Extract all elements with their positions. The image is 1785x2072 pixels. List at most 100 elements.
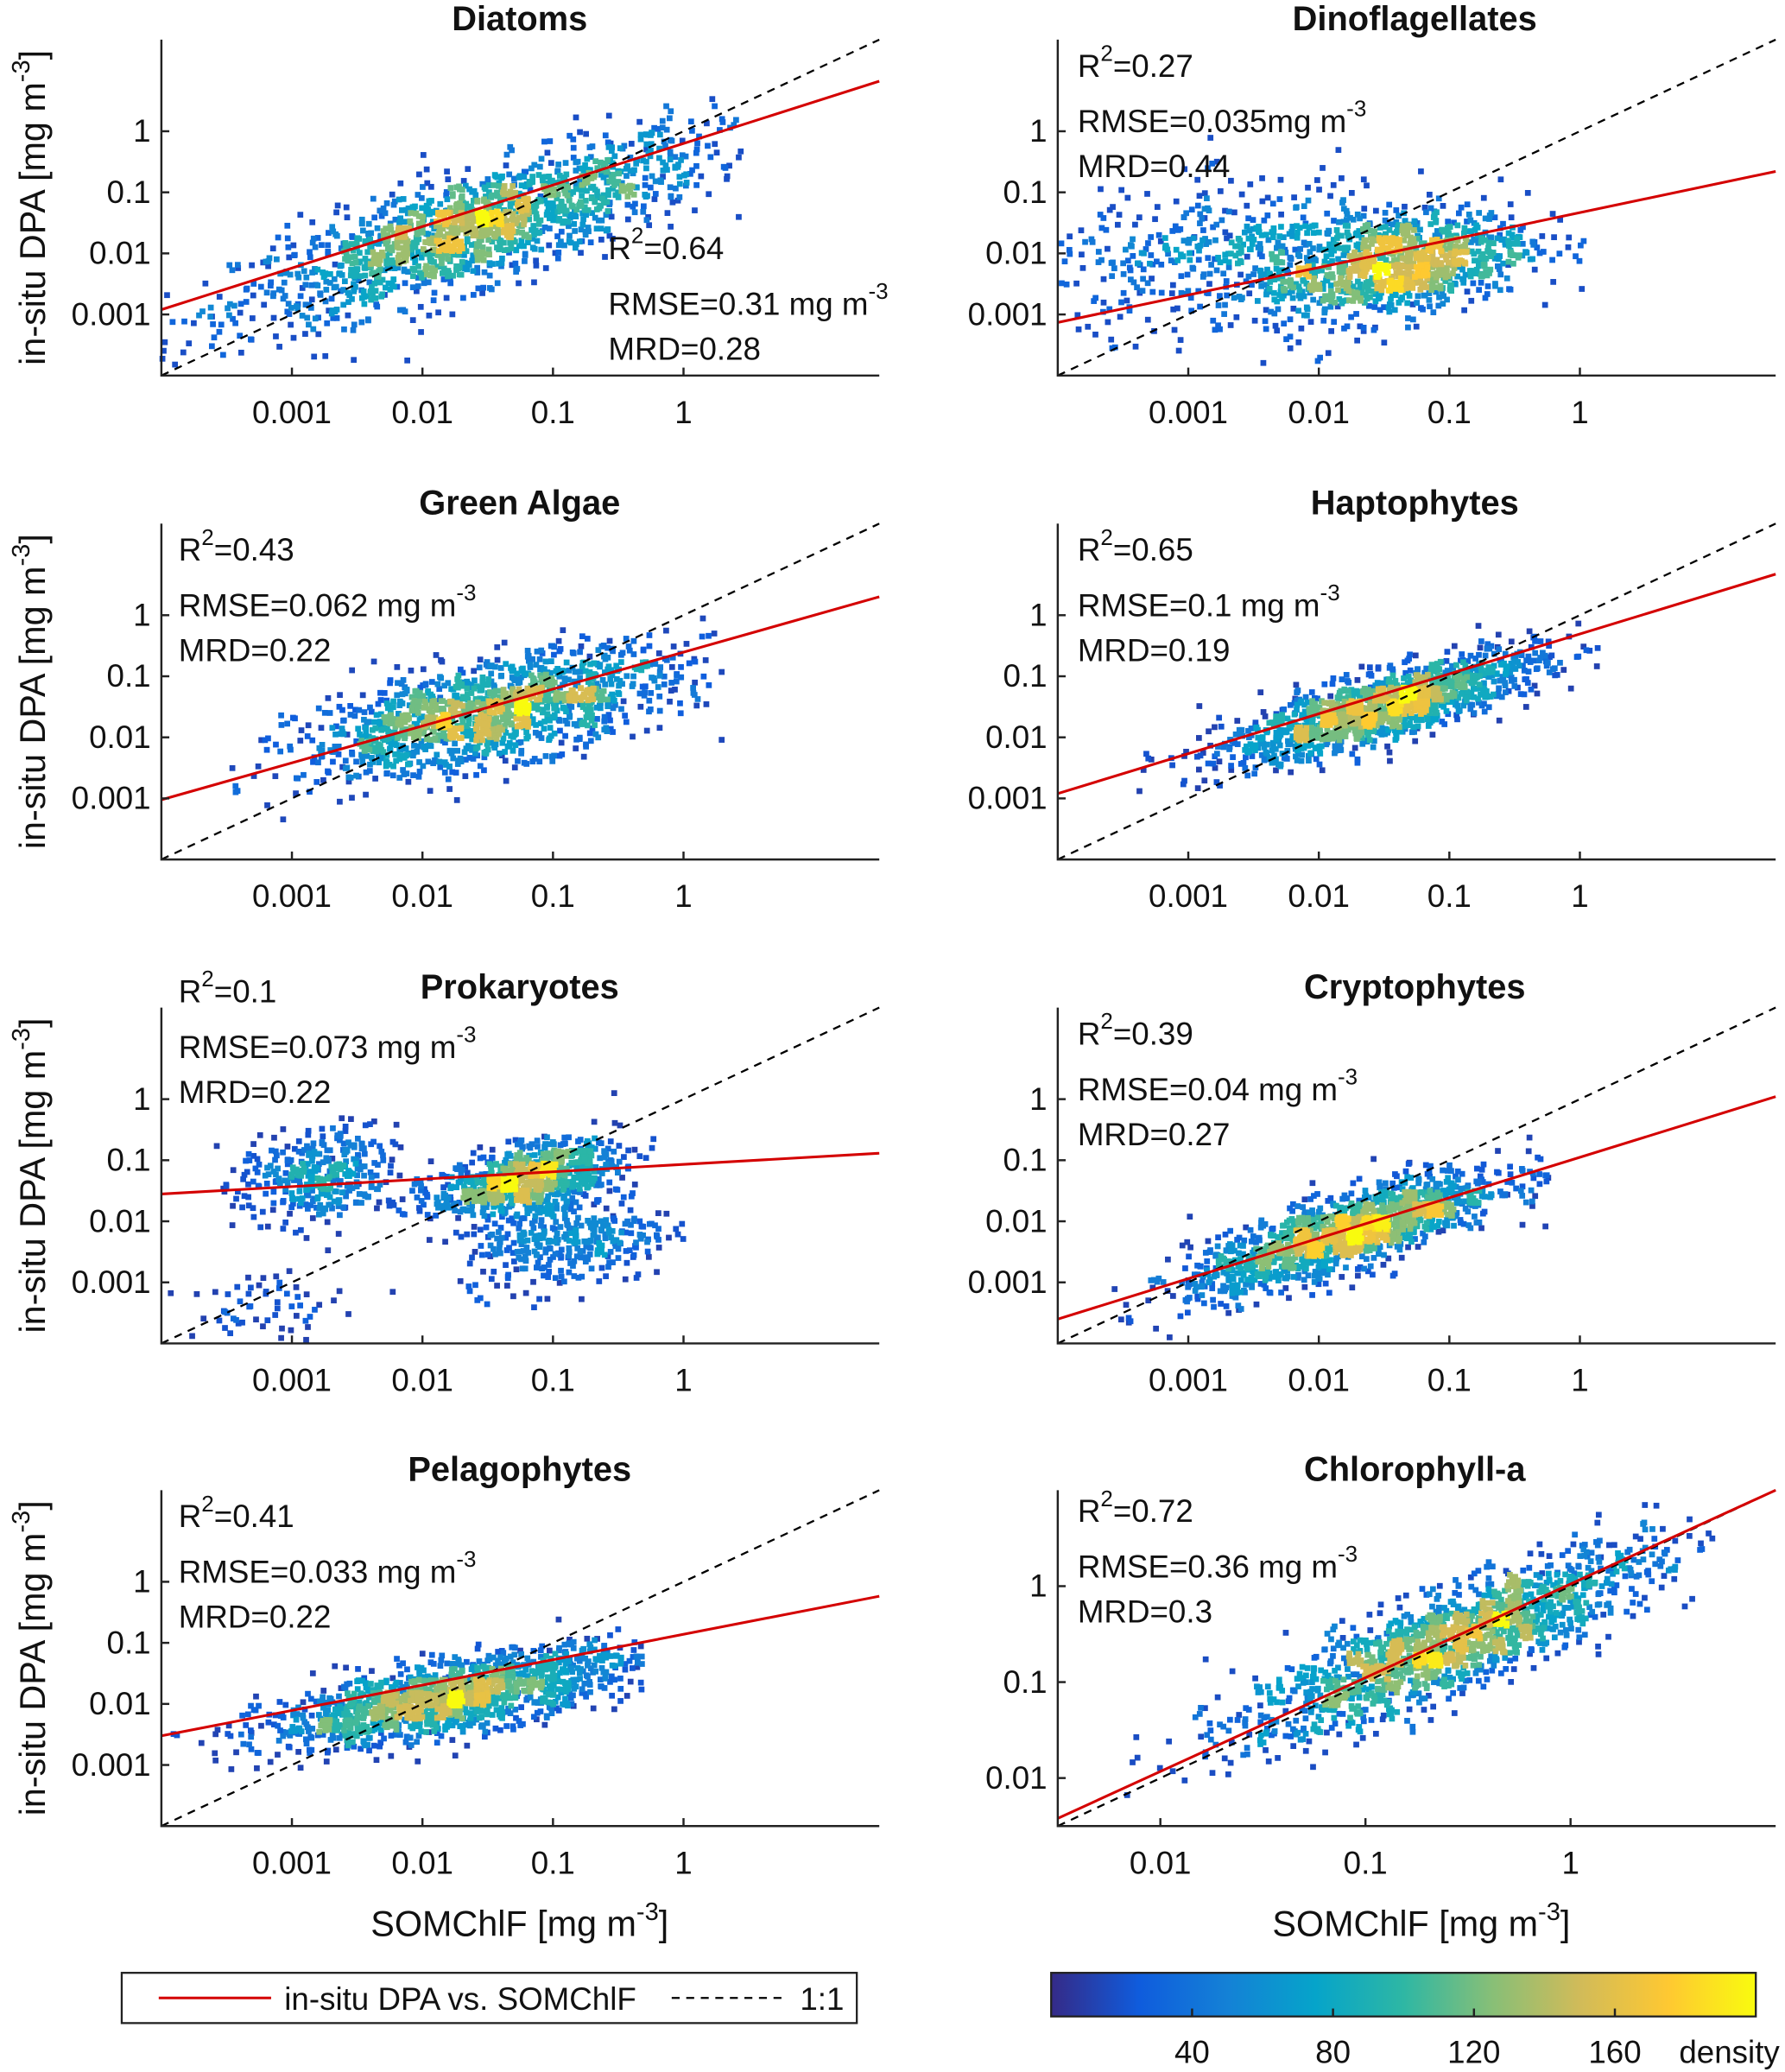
data-point (484, 740, 491, 747)
data-point (408, 240, 415, 247)
data-point (400, 730, 407, 736)
data-point (1210, 224, 1216, 231)
data-point (1344, 323, 1351, 330)
data-point (1567, 685, 1574, 692)
data-point (1206, 207, 1212, 214)
data-point (370, 658, 377, 665)
data-point (556, 216, 563, 222)
data-point (420, 184, 426, 190)
data-point (510, 686, 516, 693)
data-point (1412, 274, 1418, 280)
data-point (1307, 751, 1313, 757)
data-point (1091, 298, 1098, 304)
data-point (479, 674, 486, 681)
data-point (402, 308, 408, 315)
data-point (335, 751, 342, 757)
data-point (517, 723, 523, 730)
data-point (427, 692, 434, 699)
data-point (541, 696, 548, 703)
data-point (372, 725, 379, 732)
data-point (1260, 359, 1267, 366)
data-point (1097, 212, 1104, 218)
data-point (1459, 687, 1466, 694)
data-point (1259, 175, 1265, 181)
data-point (686, 660, 693, 667)
data-point (434, 263, 440, 270)
data-point (348, 266, 354, 273)
data-point (1332, 743, 1339, 750)
data-point (1250, 271, 1256, 277)
data-point (1264, 212, 1271, 219)
data-point (429, 219, 436, 225)
data-point (514, 201, 521, 208)
data-point (1293, 681, 1300, 688)
data-point (333, 209, 339, 216)
data-point (1358, 663, 1365, 670)
data-point (1257, 689, 1264, 695)
data-point (676, 174, 683, 181)
data-point (1345, 244, 1351, 251)
data-point (1364, 279, 1371, 285)
data-point (737, 148, 744, 155)
data-point (1496, 646, 1503, 653)
data-point (466, 707, 473, 713)
data-point (1276, 729, 1283, 735)
data-point (556, 173, 563, 179)
data-point (712, 103, 718, 110)
data-point (1515, 254, 1522, 261)
data-point (1392, 737, 1399, 743)
data-point (1422, 255, 1428, 261)
data-point (627, 189, 634, 195)
data-point (1279, 243, 1286, 250)
data-point (468, 242, 475, 248)
data-point (396, 196, 402, 203)
data-point (546, 713, 553, 720)
data-point (540, 177, 546, 184)
data-point (408, 728, 415, 735)
data-point (322, 352, 329, 359)
data-point (1333, 281, 1339, 288)
data-point (630, 651, 637, 657)
data-point (693, 181, 699, 188)
data-point (512, 216, 518, 223)
data-point (358, 738, 365, 745)
data-point (573, 244, 579, 251)
data-point (1273, 736, 1280, 743)
data-point (400, 767, 406, 773)
data-point (573, 168, 579, 174)
data-point (375, 741, 382, 748)
data-point (524, 670, 531, 677)
data-point (584, 179, 591, 186)
data-point (1227, 322, 1234, 328)
data-point (1418, 305, 1424, 311)
data-point (562, 190, 568, 197)
data-point (608, 213, 615, 220)
data-point (422, 681, 429, 688)
data-point (1290, 284, 1297, 291)
data-point (364, 753, 370, 759)
data-point (1395, 225, 1401, 231)
data-point (1508, 214, 1515, 221)
data-point (351, 273, 358, 280)
data-point (1196, 735, 1202, 741)
data-point (655, 684, 661, 690)
data-point (1523, 657, 1529, 664)
data-point (1258, 282, 1265, 289)
data-point (431, 259, 437, 265)
data-point (1307, 249, 1313, 256)
data-point (369, 284, 375, 290)
data-point (1381, 304, 1387, 311)
data-point (1143, 246, 1149, 252)
data-point (1458, 204, 1465, 211)
data-point (1440, 251, 1446, 258)
data-point (457, 244, 464, 251)
data-point (476, 218, 482, 225)
data-point (1232, 243, 1238, 250)
data-point (456, 264, 462, 271)
data-point (380, 749, 387, 756)
data-point (387, 286, 394, 293)
data-point (1325, 293, 1332, 300)
data-point (464, 211, 471, 218)
data-point (345, 312, 351, 319)
data-point (1210, 760, 1217, 767)
